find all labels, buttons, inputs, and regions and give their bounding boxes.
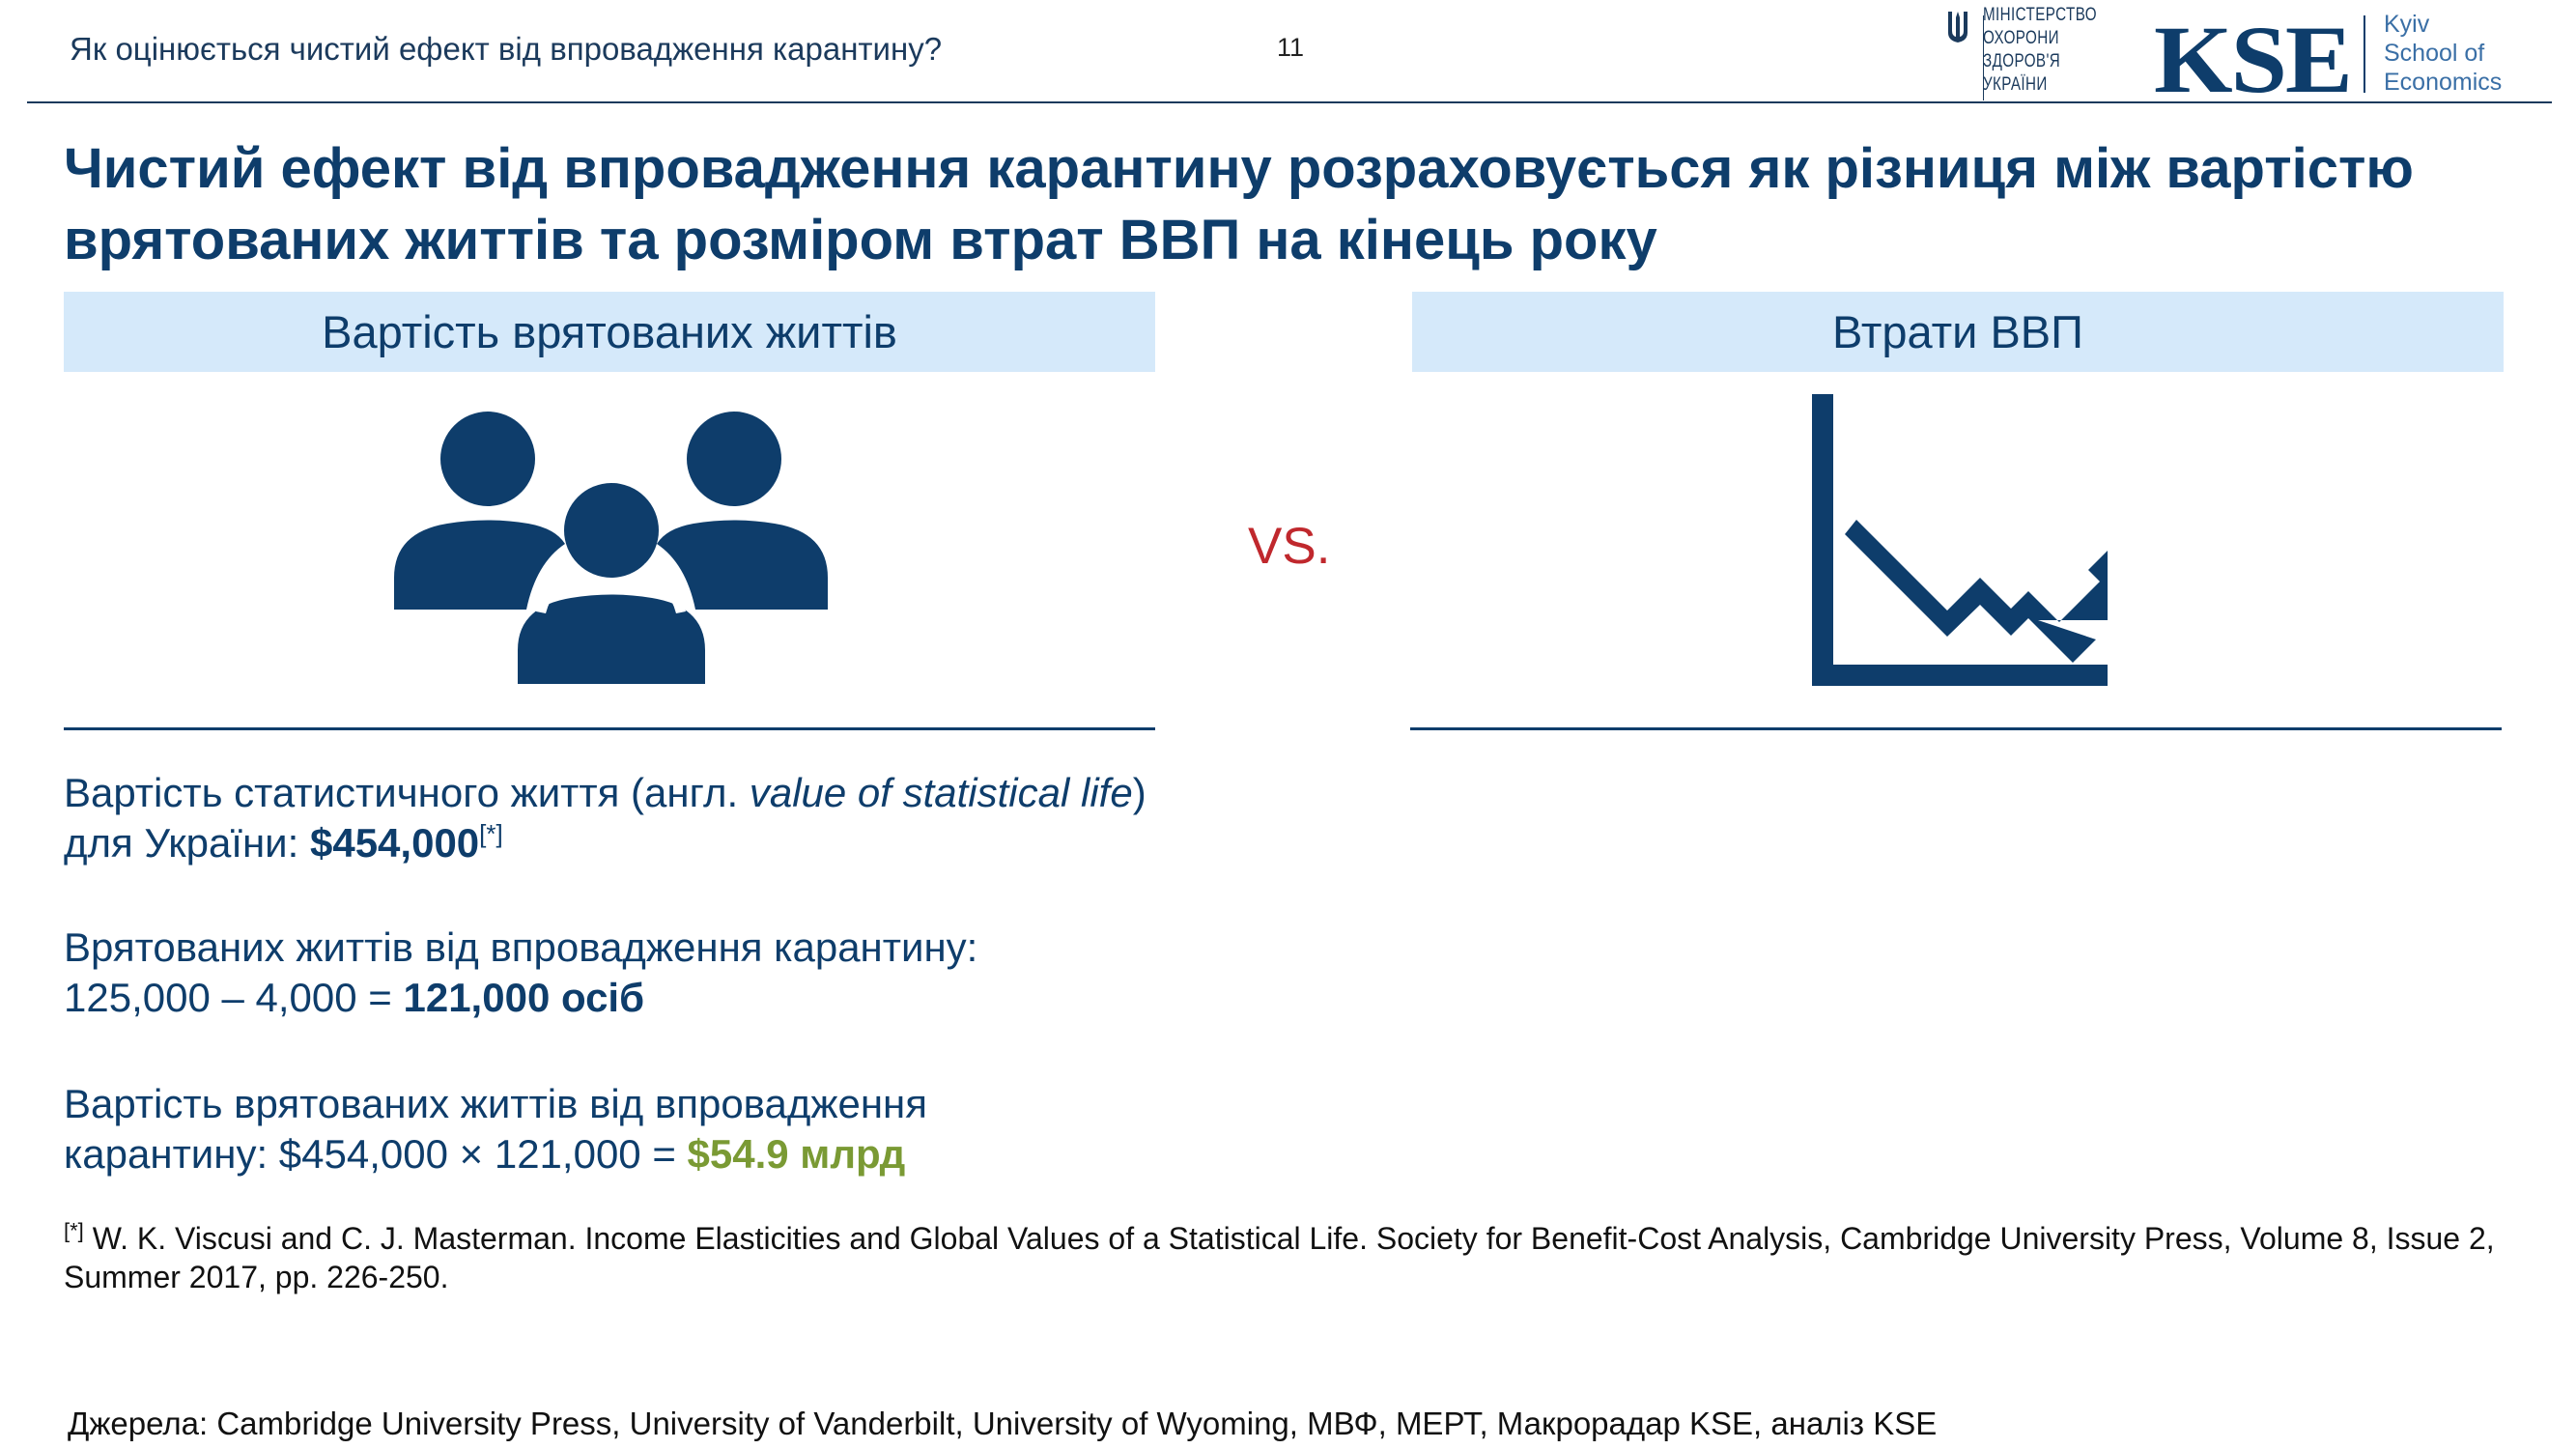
trident-icon [1948,12,1967,43]
chart-decline-icon [1812,394,2108,686]
page-number: 11 [1277,33,1305,62]
lives-saved-paragraph: Врятованих життів від впровадження каран… [64,924,978,1020]
people-group-icon [394,412,828,684]
sources-line: Джерела: Cambridge University Press, Uni… [68,1406,1938,1441]
right-panel-divider [1410,727,2502,730]
vsl-value: $454,000 [309,820,480,866]
left-panel-heading: Вартість врятованих життів [64,292,1155,372]
value-saved-paragraph: Вартість врятованих життів від впровадже… [64,1081,927,1177]
vs-label: VS. [1248,518,1331,575]
kse-name: Kyiv School of Economics [2384,11,2503,96]
slide-title: Чистий ефект від впровадження карантину … [64,137,2414,271]
left-panel-divider [64,727,1155,730]
ministry-logo-divider [1983,15,1984,100]
lives-saved-value: 121,000 осіб [403,975,645,1020]
value-saved-total: $54.9 млрд [687,1131,906,1177]
footnote-marker: [*] [64,1218,84,1243]
kse-logo: KSE [2154,6,2353,113]
right-panel-heading: Втрати ВВП [1412,292,2504,372]
reference-marker: [*] [479,819,503,848]
vsl-paragraph: Вартість статистичного життя (англ. valu… [64,770,1146,866]
header-divider [27,101,2552,103]
kse-logo-divider [2364,15,2365,93]
ministry-logo-text: МІНІСТЕРСТВО ОХОРОНИ ЗДОРОВ'Я УКРАЇНИ [1983,5,2097,95]
header-question: Як оцінюється чистий ефект від впровадже… [70,31,943,67]
ministry-logo: МІНІСТЕРСТВО ОХОРОНИ ЗДОРОВ'Я УКРАЇНИ [1946,4,2125,100]
footnote: [*] W. K. Viscusi and C. J. Masterman. I… [64,1218,2495,1294]
